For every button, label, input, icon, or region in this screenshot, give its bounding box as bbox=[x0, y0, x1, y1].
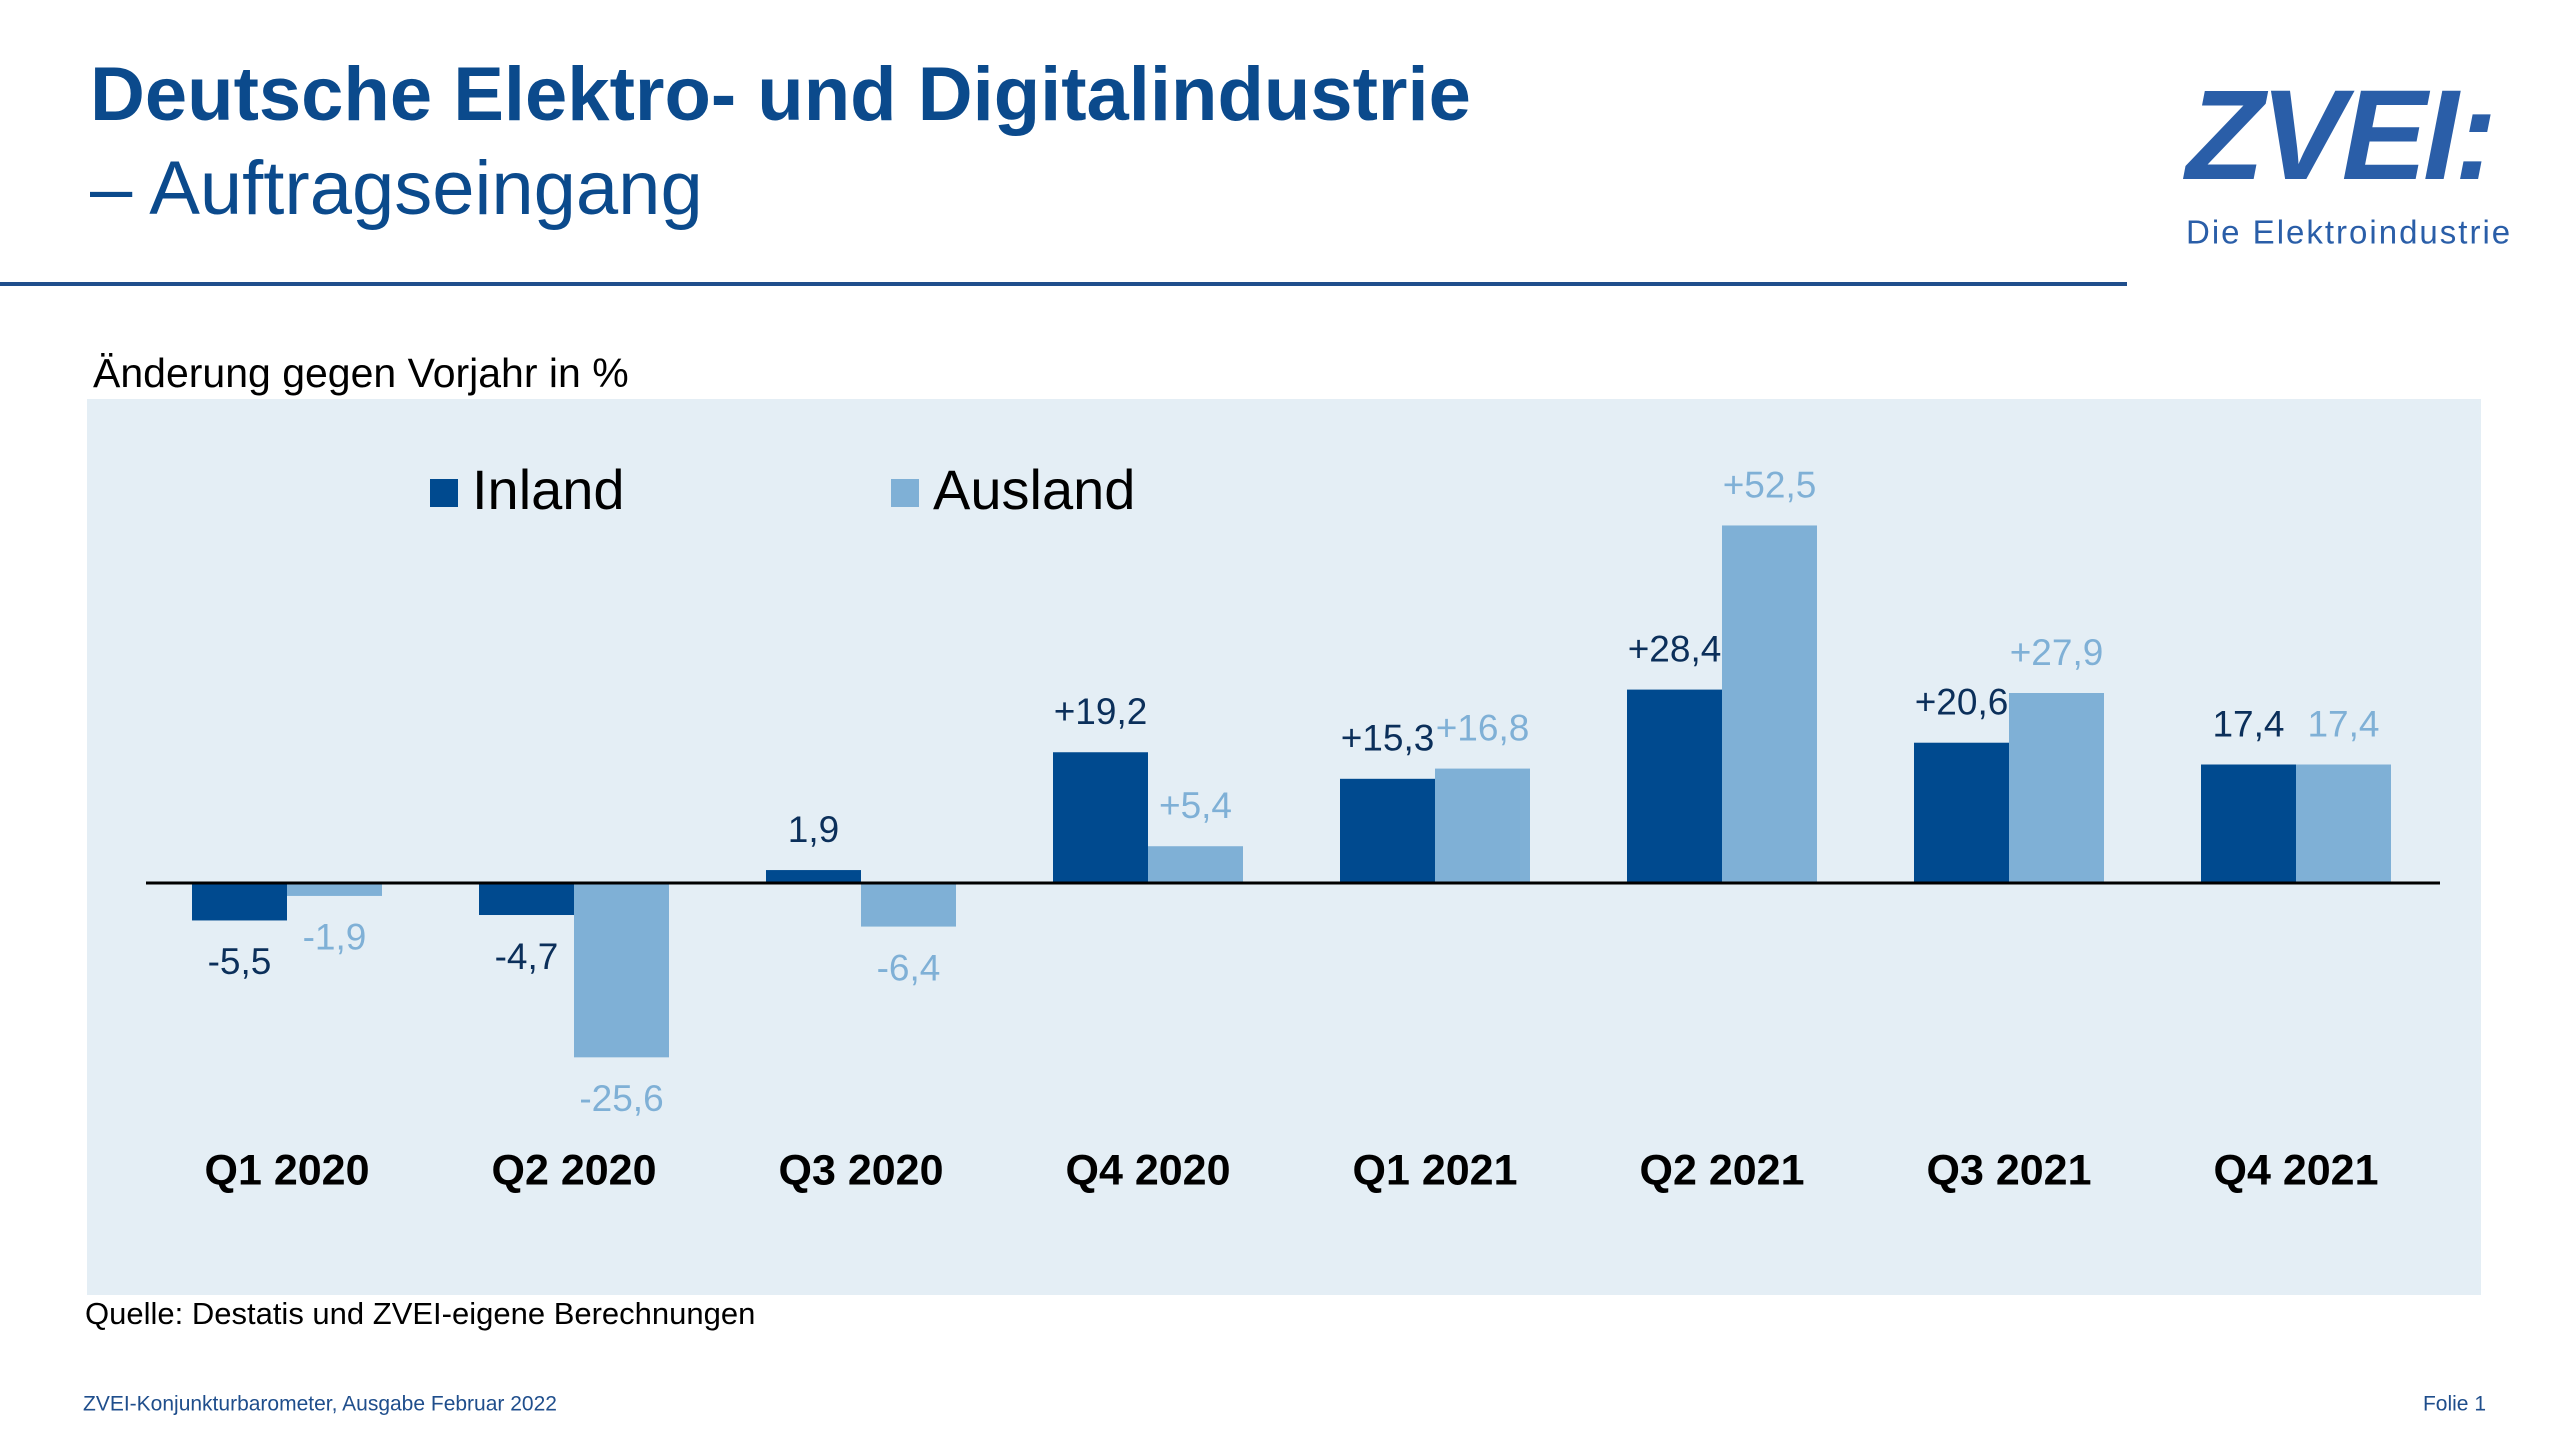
bar bbox=[192, 883, 287, 921]
value-label: +20,6 bbox=[1915, 681, 2009, 722]
bar bbox=[1053, 752, 1148, 883]
value-label: +27,9 bbox=[2010, 632, 2104, 673]
legend-label: Inland bbox=[472, 458, 625, 521]
bar bbox=[1148, 846, 1243, 883]
x-tick-label: Q3 2021 bbox=[1927, 1146, 2092, 1194]
x-tick-label: Q1 2020 bbox=[205, 1146, 370, 1194]
bar bbox=[1340, 778, 1435, 883]
value-label: -25,6 bbox=[579, 1078, 663, 1119]
value-label: 17,4 bbox=[2212, 703, 2284, 744]
slide-subtitle: – Auftragseingang bbox=[90, 146, 703, 231]
value-label: +16,8 bbox=[1436, 707, 1530, 748]
bar bbox=[1914, 742, 2009, 883]
value-label: +28,4 bbox=[1628, 628, 1722, 669]
bar bbox=[574, 883, 669, 1058]
chart-panel bbox=[87, 399, 2481, 1295]
footer-right: Folie 1 bbox=[2423, 1393, 2486, 1416]
value-label: -6,4 bbox=[877, 947, 941, 988]
source: Quelle: Destatis und ZVEI-eigene Berechn… bbox=[85, 1296, 755, 1331]
bar bbox=[479, 883, 574, 916]
value-label: +19,2 bbox=[1054, 691, 1148, 732]
logo-tagline: Die Elektroindustrie bbox=[2186, 214, 2512, 251]
bar bbox=[766, 870, 861, 883]
logo-mark: ZVEI: bbox=[2183, 64, 2493, 207]
value-label: 17,4 bbox=[2307, 703, 2379, 744]
legend-swatch bbox=[430, 479, 458, 507]
bar bbox=[2296, 764, 2391, 883]
x-tick-label: Q4 2021 bbox=[2214, 1146, 2379, 1194]
bar bbox=[861, 883, 956, 927]
value-label: -1,9 bbox=[303, 917, 367, 958]
chart-title: Änderung gegen Vorjahr in % bbox=[93, 350, 629, 396]
bar bbox=[1627, 689, 1722, 883]
value-label: +5,4 bbox=[1159, 785, 1232, 826]
value-label: +15,3 bbox=[1341, 718, 1435, 759]
x-tick-label: Q2 2021 bbox=[1640, 1146, 1805, 1194]
x-tick-label: Q2 2020 bbox=[492, 1146, 657, 1194]
bar bbox=[2009, 693, 2104, 883]
footer-left: ZVEI-Konjunkturbarometer, Ausgabe Februa… bbox=[83, 1393, 557, 1416]
legend-label: Ausland bbox=[933, 458, 1135, 521]
x-tick-label: Q4 2020 bbox=[1066, 1146, 1231, 1194]
legend-swatch bbox=[891, 479, 919, 507]
value-label: -4,7 bbox=[495, 936, 559, 977]
value-label: +52,5 bbox=[1723, 464, 1817, 505]
plot: Inland Ausland Q1 2020 -5,5 -1,9 Q2 2020 -4,7 -… bbox=[146, 458, 2440, 1194]
slide-title: Deutsche Elektro- und Digitalindustrie bbox=[90, 52, 1471, 137]
value-label: 1,9 bbox=[788, 809, 839, 850]
bar bbox=[287, 883, 382, 896]
x-tick-label: Q1 2021 bbox=[1353, 1146, 1518, 1194]
bar bbox=[1722, 525, 1817, 883]
x-tick-label: Q3 2020 bbox=[779, 1146, 944, 1194]
bar bbox=[1435, 768, 1530, 883]
value-label: -5,5 bbox=[208, 941, 272, 982]
bar bbox=[2201, 764, 2296, 883]
